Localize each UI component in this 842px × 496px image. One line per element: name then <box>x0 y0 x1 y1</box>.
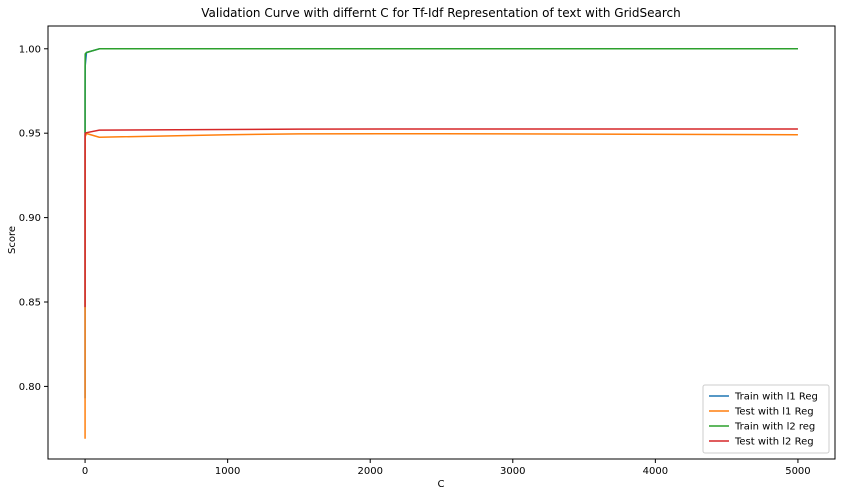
x-tick-label: 3000 <box>500 466 525 477</box>
y-tick-label: 0.80 <box>19 382 41 393</box>
x-tick-label: 4000 <box>643 466 668 477</box>
chart-title: Validation Curve with differnt C for Tf-… <box>201 6 680 20</box>
plot-area-frame <box>47 25 836 460</box>
y-axis-label: Score <box>7 226 18 254</box>
y-axis: 0.80 0.85 0.90 0.95 1.00 <box>19 44 48 393</box>
y-tick-label: 0.95 <box>19 129 41 140</box>
y-tick-label: 1.00 <box>19 44 41 55</box>
legend-entry-label: Test with l2 Reg <box>734 437 814 448</box>
legend-entry-label: Test with l1 Reg <box>734 407 814 418</box>
x-tick-label: 0 <box>82 466 88 477</box>
series-line-3 <box>84 48 798 134</box>
series-line-4 <box>84 128 798 308</box>
x-tick-label: 5000 <box>785 466 810 477</box>
series-line-2 <box>84 132 798 439</box>
legend-entry-label: Train with l2 reg <box>734 422 815 433</box>
x-axis: 0 1000 2000 3000 4000 5000 <box>82 459 811 477</box>
y-tick-label: 0.85 <box>19 298 41 309</box>
x-tick-label: 2000 <box>357 466 382 477</box>
y-tick-label: 0.90 <box>19 213 41 224</box>
x-tick-label: 1000 <box>215 466 240 477</box>
legend-box <box>702 384 830 454</box>
legend: Train with l1 Reg Test with l1 Reg Train w… <box>702 384 830 454</box>
x-axis-label: C <box>438 479 445 490</box>
legend-entry-label: Train with l1 Reg <box>734 392 818 403</box>
series-layer <box>84 48 798 439</box>
